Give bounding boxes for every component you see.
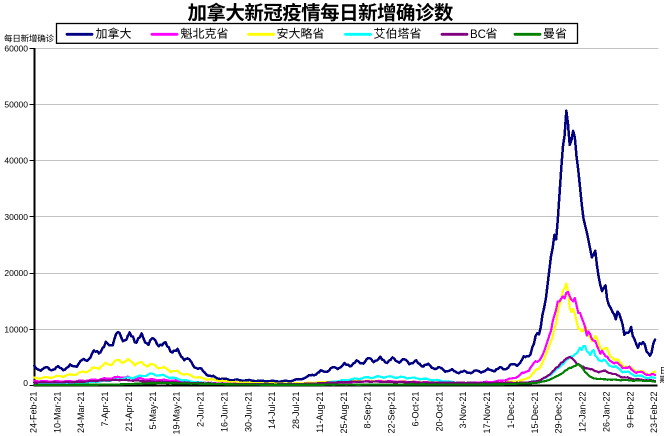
svg-text:11-Aug-21: 11-Aug-21 xyxy=(315,392,325,433)
svg-text:5-May-21: 5-May-21 xyxy=(148,392,158,430)
svg-text:10000: 10000 xyxy=(4,324,28,334)
svg-text:23-Feb-22: 23-Feb-22 xyxy=(649,392,659,434)
svg-text:21-Apr-21: 21-Apr-21 xyxy=(124,392,134,432)
svg-text:20-Oct-21: 20-Oct-21 xyxy=(434,392,444,432)
svg-text:1-Dec-21: 1-Dec-21 xyxy=(506,392,516,429)
svg-text:30-Jun-21: 30-Jun-21 xyxy=(243,392,253,433)
svg-text:24-Feb-21: 24-Feb-21 xyxy=(28,392,38,434)
svg-text:15-Dec-21: 15-Dec-21 xyxy=(530,392,540,434)
svg-text:26-Jan-22: 26-Jan-22 xyxy=(601,392,611,433)
svg-text:24-Mar-21: 24-Mar-21 xyxy=(76,392,86,434)
svg-text:10-Mar-21: 10-Mar-21 xyxy=(52,392,62,434)
svg-text:29-Dec-21: 29-Dec-21 xyxy=(554,392,564,434)
svg-text:60000: 60000 xyxy=(4,43,28,53)
svg-text:2-Jun-21: 2-Jun-21 xyxy=(196,392,206,428)
svg-text:14-Jul-21: 14-Jul-21 xyxy=(267,392,277,430)
svg-text:17-Nov-21: 17-Nov-21 xyxy=(482,392,492,434)
svg-text:16-Jun-21: 16-Jun-21 xyxy=(219,392,229,433)
svg-text:19-May-21: 19-May-21 xyxy=(172,392,182,435)
svg-text:7-Apr-21: 7-Apr-21 xyxy=(100,392,110,427)
svg-text:22-Sep-21: 22-Sep-21 xyxy=(387,392,397,434)
svg-text:50000: 50000 xyxy=(4,100,28,110)
svg-text:8-Sep-21: 8-Sep-21 xyxy=(363,392,373,429)
svg-text:40000: 40000 xyxy=(4,156,28,166)
svg-text:28-Jul-21: 28-Jul-21 xyxy=(291,392,301,430)
svg-text:9-Feb-22: 9-Feb-22 xyxy=(625,392,635,429)
svg-text:3-Nov-21: 3-Nov-21 xyxy=(458,392,468,429)
svg-text:30000: 30000 xyxy=(4,212,28,222)
svg-text:6-Oct-21: 6-Oct-21 xyxy=(410,392,420,427)
svg-text:BC: BC xyxy=(470,29,486,41)
svg-text:20000: 20000 xyxy=(4,268,28,278)
svg-text:12-Jan-22: 12-Jan-22 xyxy=(578,392,588,433)
svg-text:0: 0 xyxy=(23,378,28,388)
svg-text:25-Aug-21: 25-Aug-21 xyxy=(339,392,349,434)
